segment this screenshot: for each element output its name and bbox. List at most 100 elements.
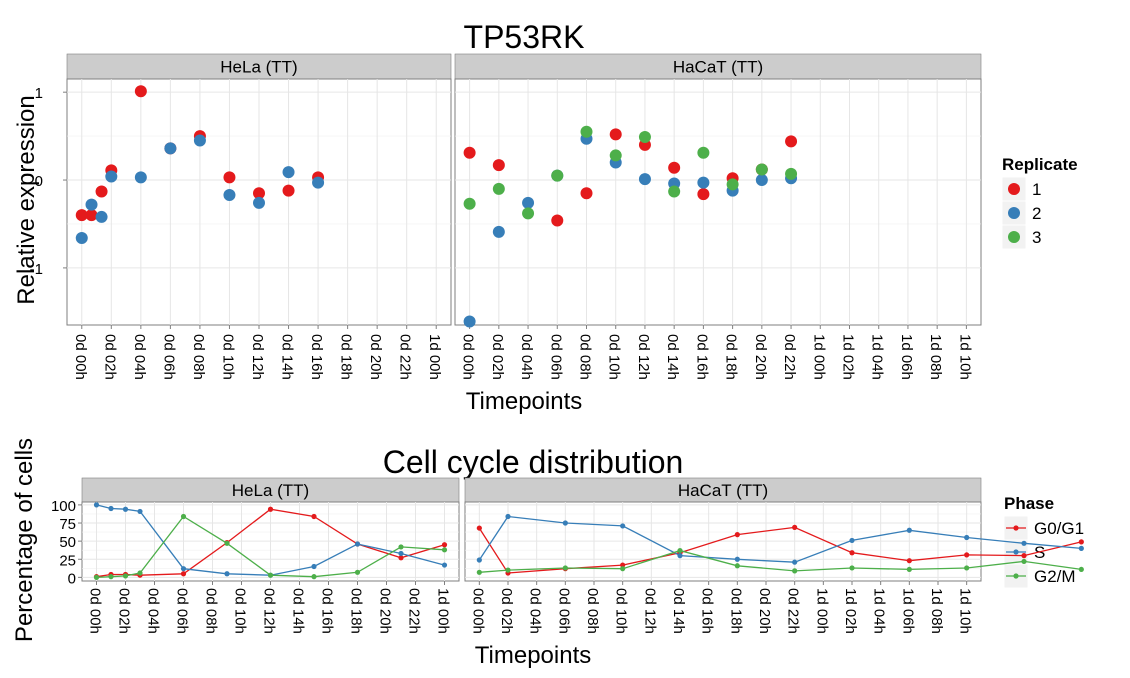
x-tick-label: 0d 06h <box>555 588 572 634</box>
data-point <box>311 563 317 570</box>
x-tick-label: 0d 10h <box>232 588 249 634</box>
data-point <box>551 214 564 227</box>
data-point <box>785 135 798 148</box>
x-tick-label: 0d 02h <box>489 334 506 380</box>
x-tick-label: 0d 02h <box>101 334 118 380</box>
data-point <box>609 149 622 162</box>
x-tick-label: 0d 10h <box>606 334 623 380</box>
x-tick-label: 0d 00h <box>87 588 104 634</box>
legend-label: 3 <box>1032 228 1041 247</box>
x-tick-label: 0d 22h <box>397 334 414 380</box>
x-tick-label: 0d 16h <box>699 588 716 634</box>
data-point <box>964 552 970 558</box>
y-tick-label: 25 <box>59 552 76 569</box>
x-tick-label: 1d 02h <box>840 334 857 380</box>
x-tick-label: 0d 18h <box>338 334 355 380</box>
legend-item-g0-g1: G0/G1 <box>1003 515 1084 541</box>
data-point <box>75 232 88 245</box>
data-point <box>93 574 100 580</box>
data-point <box>108 574 114 580</box>
data-point <box>311 513 317 520</box>
data-point <box>849 550 855 556</box>
x-tick-label: 1d 08h <box>927 334 944 380</box>
y-axis-title-bottom: Percentage of cells <box>11 438 38 642</box>
x-tick-label: 0d 20h <box>377 588 394 634</box>
data-point <box>726 178 739 191</box>
data-point <box>505 567 511 573</box>
data-point <box>180 513 187 520</box>
x-tick-label: 1d 10h <box>957 588 974 634</box>
legend-label: 2 <box>1032 204 1041 223</box>
data-point <box>792 559 798 565</box>
x-tick-label: 0d 16h <box>319 588 336 634</box>
x-axis-title-bottom: Timepoints <box>475 642 591 669</box>
x-tick-label: 1d 00h <box>810 334 827 380</box>
series-g2-m <box>476 547 1084 575</box>
x-tick-label: 0d 20h <box>367 334 384 380</box>
x-tick-label: 0d 06h <box>174 588 191 634</box>
data-point <box>398 550 404 557</box>
data-point <box>137 570 143 576</box>
panel-background <box>454 78 982 326</box>
legend-item-3: 3 <box>1001 224 1041 250</box>
legend-label: 1 <box>1032 180 1041 199</box>
x-tick-label: 0d 02h <box>498 588 515 634</box>
legend-item-2: 2 <box>1001 200 1041 226</box>
data-point <box>108 505 114 512</box>
data-point <box>85 198 98 211</box>
x-tick-label: 0d 14h <box>279 334 296 380</box>
data-point <box>505 513 511 520</box>
data-point <box>282 184 295 197</box>
y-tick-label: 0 <box>68 570 76 587</box>
y-tick-label: 0 <box>35 173 43 190</box>
data-point <box>785 167 798 180</box>
data-point <box>85 209 98 222</box>
data-point <box>134 171 147 184</box>
x-tick-label: 0d 06h <box>160 334 177 380</box>
y-tick-label: -1 <box>30 261 43 278</box>
data-point <box>492 182 505 195</box>
data-point <box>476 525 482 531</box>
x-tick-label: 0d 04h <box>518 334 535 380</box>
data-point <box>522 207 535 220</box>
x-tick-label: 0d 08h <box>584 588 601 634</box>
data-point <box>1021 540 1027 546</box>
data-point <box>224 571 230 577</box>
data-point <box>906 566 912 573</box>
data-point <box>267 572 274 578</box>
data-point <box>223 188 236 201</box>
data-point <box>849 565 855 571</box>
facet-label: HeLa (TT) <box>220 58 297 77</box>
panel-hela-tt-: HeLa (TT) -1 0 1 0d 00h 0d 02h 0d 04h 0d 06h 0d … <box>30 53 452 380</box>
x-tick-label: 1d 08h <box>928 588 945 634</box>
x-tick-label: 0d 04h <box>527 588 544 634</box>
y-tick-label: 100 <box>51 498 76 515</box>
x-tick-label: 0d 04h <box>145 588 162 634</box>
data-point <box>906 527 912 533</box>
legend-marker <box>1008 207 1020 219</box>
legend-item-1: 1 <box>1001 176 1041 202</box>
legend-marker <box>1008 183 1020 195</box>
data-point <box>463 197 476 210</box>
data-point <box>849 537 855 544</box>
x-tick-label: 0d 20h <box>756 588 773 634</box>
data-point <box>734 556 740 562</box>
x-tick-label: 0d 04h <box>131 334 148 380</box>
series-s <box>476 513 1084 565</box>
x-tick-label: 0d 12h <box>635 334 652 380</box>
x-tick-label: 0d 16h <box>693 334 710 380</box>
data-point <box>580 187 593 200</box>
x-tick-label: 0d 00h <box>460 334 477 380</box>
legend-title-phase: Phase <box>1004 494 1054 513</box>
x-tick-label: 0d 08h <box>190 334 207 380</box>
data-point <box>906 558 912 564</box>
data-point <box>1078 545 1084 551</box>
data-point <box>398 544 404 550</box>
data-point <box>180 571 187 577</box>
x-tick-label: 1d 00h <box>426 334 443 380</box>
legend-marker <box>1013 573 1019 579</box>
facet-strip <box>454 53 982 80</box>
data-point <box>105 170 118 183</box>
legend-marker <box>1013 525 1019 531</box>
